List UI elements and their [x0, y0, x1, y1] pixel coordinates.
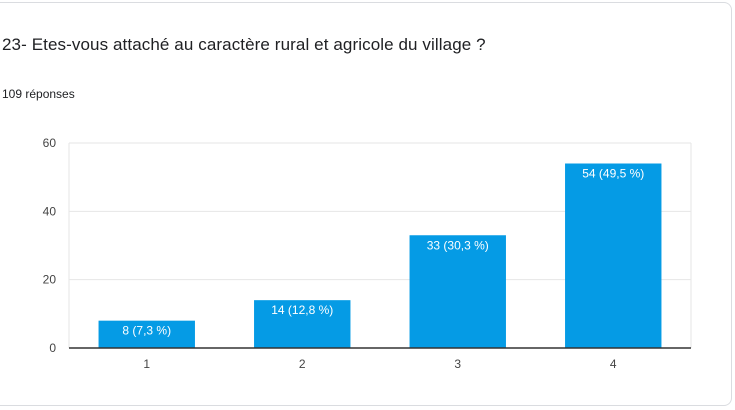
y-tick-label: 20	[43, 273, 57, 287]
bar[interactable]	[254, 300, 351, 348]
x-tick-label: 2	[299, 357, 306, 371]
y-tick-label: 40	[43, 204, 57, 218]
bar[interactable]	[409, 235, 506, 348]
bar-data-label: 54 (49,5 %)	[582, 167, 644, 181]
y-tick-label: 60	[43, 136, 57, 150]
y-tick-label: 0	[49, 341, 56, 355]
bar-data-label: 33 (30,3 %)	[427, 238, 489, 252]
bar-data-label: 8 (7,3 %)	[122, 324, 171, 338]
bar-data-label: 14 (12,8 %)	[271, 303, 333, 317]
question-title: 23- Etes-vous attaché au caractère rural…	[2, 35, 486, 54]
response-count: 109 réponses	[2, 87, 75, 101]
x-tick-label: 3	[454, 357, 461, 371]
x-tick-label: 1	[143, 357, 150, 371]
x-tick-label: 4	[610, 357, 617, 371]
bar[interactable]	[98, 320, 195, 348]
bar[interactable]	[565, 163, 662, 349]
